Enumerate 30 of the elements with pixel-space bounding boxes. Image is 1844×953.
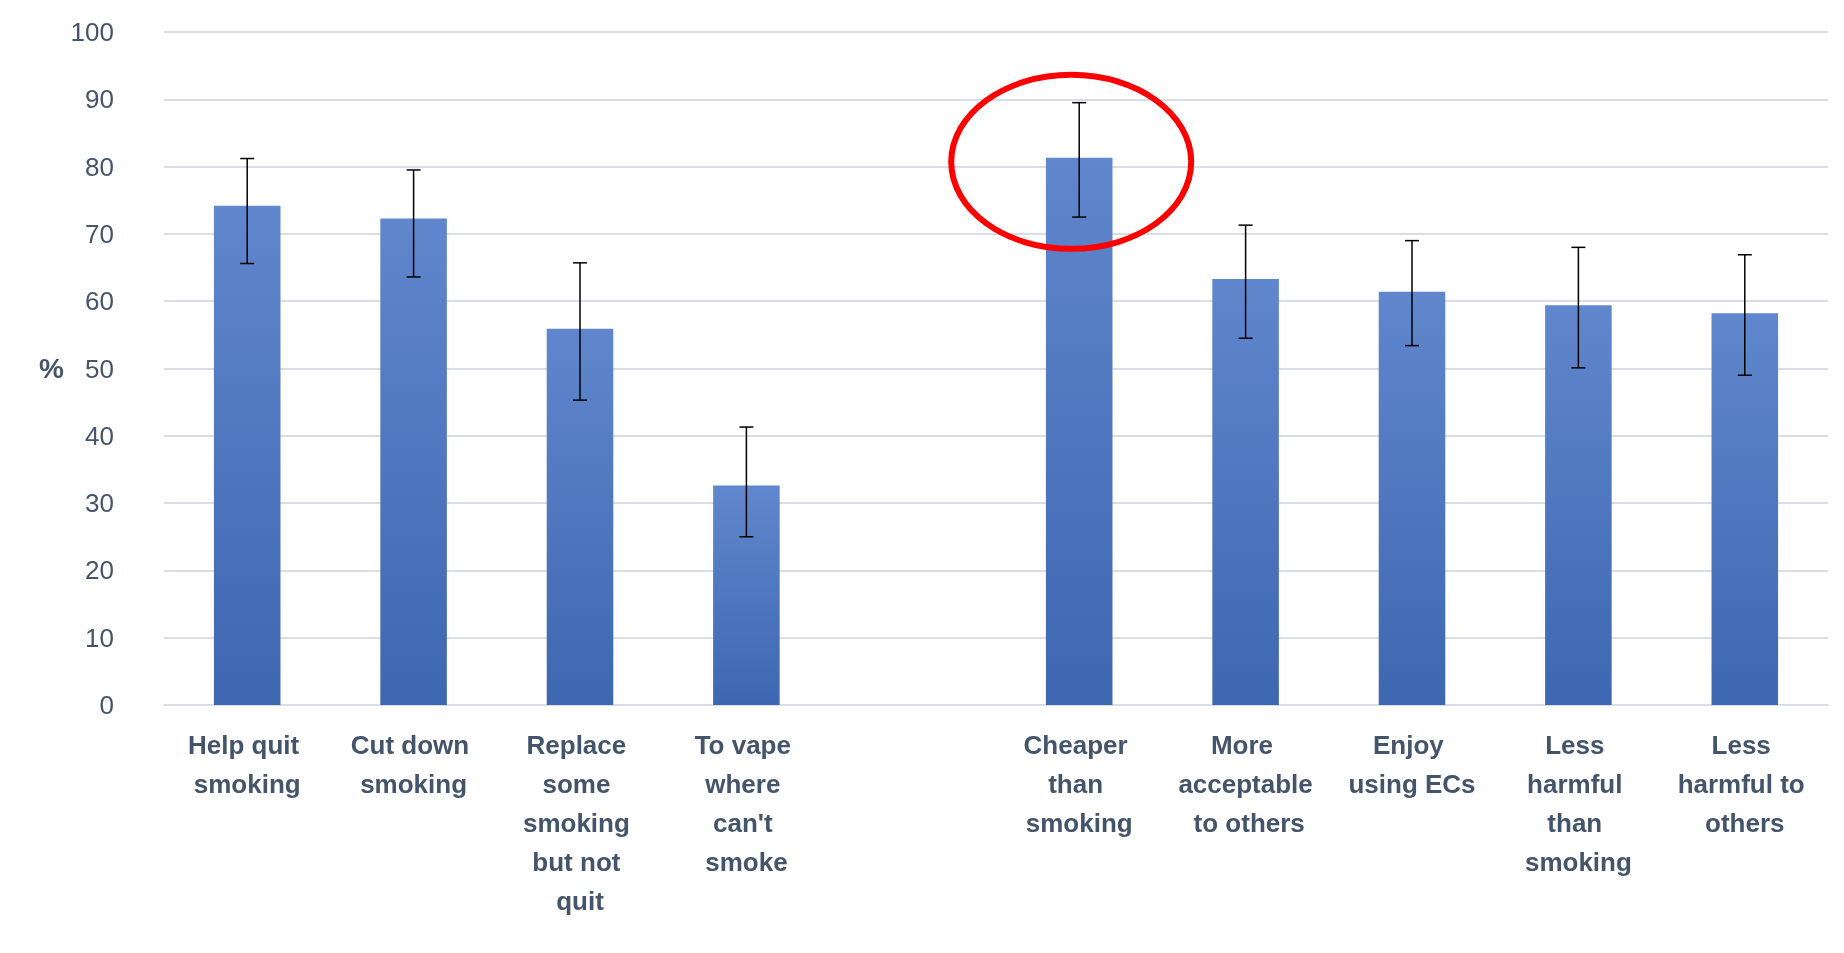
y-tick-label: 100 xyxy=(70,17,114,47)
y-tick-label: 70 xyxy=(85,218,114,249)
x-tick-label: Replace some smoking but not quit xyxy=(522,729,638,916)
y-tick-label: 50 xyxy=(85,353,114,384)
bar xyxy=(380,218,447,705)
bar xyxy=(1545,305,1612,705)
bar xyxy=(1378,291,1446,705)
y-tick-label: 30 xyxy=(85,488,114,519)
y-tick-label: 40 xyxy=(85,420,114,451)
bar xyxy=(1045,157,1113,705)
bar xyxy=(213,205,281,705)
x-tick-label: Less harmful than smoking xyxy=(1524,729,1632,877)
y-tick-label: 0 xyxy=(99,690,114,720)
bar xyxy=(546,328,614,705)
x-tick-label: More acceptable to others xyxy=(1178,729,1313,838)
x-tick-label: Help quit smoking xyxy=(187,729,307,799)
y-axis-title: % xyxy=(39,353,65,384)
x-tick-label: Enjoy using ECs xyxy=(1348,729,1476,799)
x-tick-label: Less harmful to others xyxy=(1677,729,1812,838)
y-tick-label: 60 xyxy=(85,286,114,317)
y-tick-label: 10 xyxy=(85,622,114,653)
bar xyxy=(1711,313,1779,705)
x-tick-label: Cheaper than smoking xyxy=(1023,729,1135,838)
bar xyxy=(713,485,780,705)
x-tick-label: Cut down smoking xyxy=(350,729,477,799)
y-tick-label: 80 xyxy=(85,151,114,182)
y-tick-label: 20 xyxy=(85,555,114,586)
x-tick-label: To vape where can't smoke xyxy=(694,729,799,877)
bar xyxy=(1212,278,1279,705)
y-tick-label: 90 xyxy=(85,84,114,115)
